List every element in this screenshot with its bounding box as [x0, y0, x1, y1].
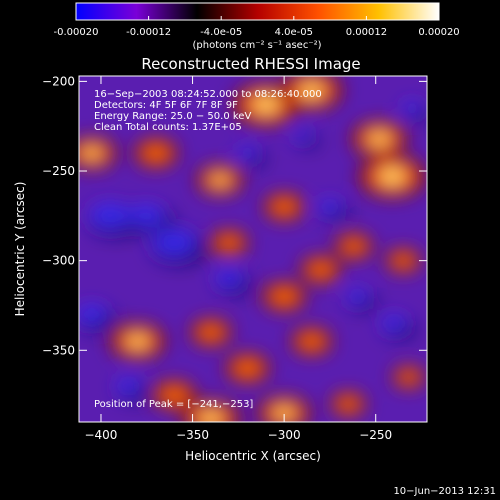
heatmap-hot-core	[198, 324, 223, 341]
x-axis-label: Heliocentric X (arcsec)	[185, 449, 321, 463]
heatmap-cold-spot	[89, 203, 131, 229]
heatmap-hot-core	[399, 370, 418, 384]
annotation-clean-counts: Clean Total counts: 1.37E+05	[94, 122, 242, 133]
heatmap-cold-spot	[381, 315, 408, 332]
heatmap-hot-core	[299, 333, 324, 350]
heatmap-hot-core	[218, 235, 241, 251]
heatmap-peak-core	[370, 132, 389, 146]
heatmap-cold-spot	[401, 101, 423, 115]
x-tick-label: −400	[84, 428, 117, 442]
heatmap-hot-core	[271, 287, 297, 306]
colorbar-tick-label: -0.00020	[54, 27, 99, 38]
y-tick-label: −200	[42, 74, 75, 88]
heatmap-peak-core	[254, 96, 277, 113]
colorbar-units: (photons cm⁻² s⁻¹ asec⁻²)	[192, 40, 321, 51]
heatmap-hot-core	[234, 359, 261, 377]
heatmap-peak-core	[212, 174, 228, 186]
heatmap-hot-core	[342, 238, 365, 254]
heatmap-cold-spot	[293, 129, 312, 141]
heatmap-peak-core	[381, 168, 404, 185]
x-axis: −400 −350 −300 −250	[84, 76, 392, 442]
y-axis: −200 −250 −300 −350	[42, 74, 427, 357]
footer-timestamp: 10−Jun−2013 12:31	[393, 486, 496, 497]
heatmap-cold-spot	[128, 204, 165, 228]
heatmap-cold-spot	[79, 304, 108, 325]
x-tick-label: −350	[176, 428, 209, 442]
heatmap-peak-core	[84, 147, 100, 159]
colorbar-tick-label: 0.00020	[418, 27, 459, 38]
heatmap-cold-spot	[318, 199, 342, 215]
heatmap-hot-core	[393, 253, 414, 268]
plot-frame	[78, 75, 428, 423]
heatmap-hot-core	[338, 397, 359, 412]
heatmap-hot-core	[272, 198, 297, 215]
x-tick-label: −250	[359, 428, 392, 442]
heatmap-peak-core	[275, 407, 293, 420]
heatmap-peak-core	[301, 83, 322, 98]
colorbar-ticks: -0.00020 -0.00012 -4.0e-05 4.0e-05 0.00012 0.…	[54, 16, 460, 38]
y-tick-label: −300	[42, 254, 75, 268]
y-axis-label: Heliocentric Y (arcsec)	[13, 182, 27, 317]
colorbar: -0.00020 -0.00012 -4.0e-05 4.0e-05 0.00012 0.…	[54, 2, 460, 51]
colorbar-tick-label: 4.0e-05	[275, 27, 313, 38]
annotation-detectors: Detectors: 4F 5F 6F 7F 8F 9F	[94, 100, 238, 111]
chart-title: Reconstructed RHESSI Image	[141, 55, 360, 73]
heatmap-cold-spot	[214, 269, 244, 288]
heatmap-cold-spot	[152, 229, 197, 257]
y-tick-label: −350	[42, 343, 75, 357]
plot-area	[79, 76, 427, 422]
y-tick-label: −250	[42, 164, 75, 178]
annotation-energy-range: Energy Range: 25.0 − 50.0 keV	[94, 111, 251, 122]
colorbar-tick-label: 0.00012	[346, 27, 387, 38]
heatmap-image	[79, 76, 427, 422]
heatmap-peak-core	[128, 334, 147, 348]
heatmap-peak-core	[201, 411, 221, 422]
colorbar-bar	[75, 2, 440, 21]
heatmap-cold-spot	[345, 289, 370, 304]
heatmap-cold-spot	[237, 146, 258, 160]
heatmap-hot-core	[308, 261, 333, 278]
annotations: 16−Sep−2003 08:24:52.000 to 08:26:40.000…	[94, 89, 322, 410]
x-tick-label: −300	[268, 428, 301, 442]
annotation-time-range: 16−Sep−2003 08:24:52.000 to 08:26:40.000	[94, 89, 322, 100]
heatmap-cold-spot	[115, 378, 142, 395]
colorbar-tick-label: -4.0e-05	[200, 27, 242, 38]
peak-position-label: Position of Peak = [−241,−253]	[94, 399, 253, 410]
heatmap-hot-core	[143, 144, 169, 162]
heatmap-hot-core	[161, 386, 188, 404]
colorbar-tick-label: -0.00012	[126, 27, 171, 38]
